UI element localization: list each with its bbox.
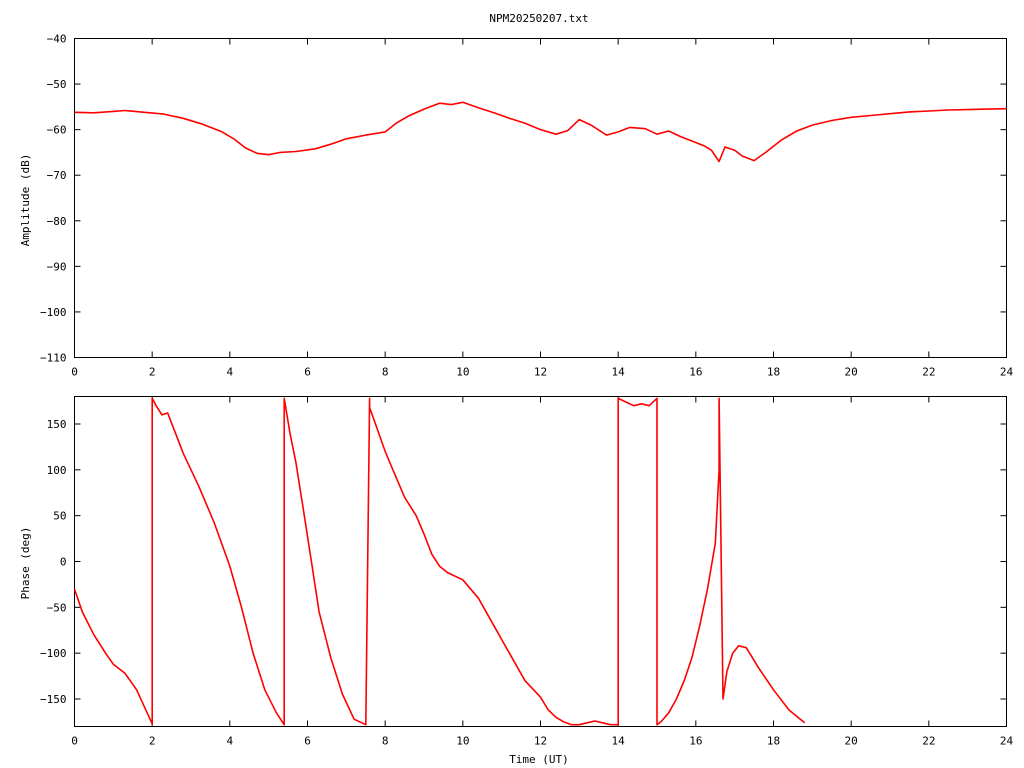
- x-tick-label: 12: [534, 366, 547, 379]
- amplitude-y-axis-label: Amplitude (dB): [19, 154, 32, 247]
- x-tick-label: 8: [382, 735, 389, 748]
- x-tick-label: 20: [845, 735, 858, 748]
- amplitude-series-line: [74, 101, 1007, 163]
- amplitude-x-ticks: 0 2 4 6 8 10 12 14 16 18 20 22 24: [71, 38, 1014, 379]
- x-tick-label: 24: [1000, 735, 1014, 748]
- x-tick-label: 20: [845, 366, 858, 379]
- x-tick-label: 18: [767, 735, 780, 748]
- y-tick-label: −50: [47, 601, 67, 614]
- x-tick-label: 8: [382, 366, 389, 379]
- x-tick-label: 16: [689, 735, 702, 748]
- x-tick-label: 14: [612, 735, 626, 748]
- y-tick-label: 100: [47, 464, 67, 477]
- x-tick-label: 12: [534, 735, 547, 748]
- phase-y-axis-label: Phase (deg): [19, 527, 32, 600]
- x-tick-label: 14: [612, 366, 626, 379]
- x-tick-label: 22: [922, 366, 935, 379]
- y-tick-label: −100: [40, 647, 67, 660]
- y-tick-label: −110: [40, 352, 67, 365]
- phase-series-line: [73, 397, 806, 726]
- x-tick-label: 6: [304, 366, 311, 379]
- x-tick-label: 16: [689, 366, 702, 379]
- x-tick-label: 10: [456, 735, 469, 748]
- y-tick-label: −60: [47, 124, 67, 137]
- x-tick-label: 0: [71, 735, 78, 748]
- chart-title: NPM20250207.txt: [489, 12, 588, 25]
- y-tick-label: −70: [47, 169, 67, 182]
- amplitude-plot-area: [74, 38, 1007, 358]
- x-tick-label: 24: [1000, 366, 1014, 379]
- y-tick-label: 0: [60, 556, 67, 569]
- y-tick-label: 150: [47, 418, 67, 431]
- x-tick-label: 10: [456, 366, 469, 379]
- x-tick-label: 2: [149, 366, 156, 379]
- phase-x-axis-label: Time (UT): [509, 753, 569, 766]
- phase-y-ticks: 150 100 50 0 −50 −100 −150: [40, 418, 1007, 706]
- y-tick-label: 50: [53, 510, 66, 523]
- x-tick-label: 22: [922, 735, 935, 748]
- x-tick-label: 18: [767, 366, 780, 379]
- phase-panel: Phase (deg) Time (UT) 0 2 4 6 8 10 12 14 16 18 20 2…: [19, 396, 1014, 766]
- y-tick-label: −100: [40, 306, 67, 319]
- y-tick-label: −50: [47, 78, 67, 91]
- y-tick-label: −90: [47, 260, 67, 273]
- x-tick-label: 4: [227, 735, 234, 748]
- y-tick-label: −40: [47, 33, 67, 46]
- phase-plot-area: [74, 396, 1007, 727]
- x-tick-label: 6: [304, 735, 311, 748]
- amplitude-panel: Amplitude (dB) 0 2 4 6 8 10 12 14 16 18 20 22 24 −40…: [19, 33, 1013, 379]
- y-tick-label: −150: [40, 693, 67, 706]
- x-tick-label: 2: [149, 735, 156, 748]
- x-tick-label: 0: [71, 366, 78, 379]
- y-tick-label: −80: [47, 215, 67, 228]
- amplitude-y-ticks: −40 −50 −60 −70 −80 −90 −100 −110: [40, 33, 1007, 365]
- phase-x-ticks: 0 2 4 6 8 10 12 14 16 18 20 22 24: [71, 396, 1014, 748]
- x-tick-label: 4: [227, 366, 234, 379]
